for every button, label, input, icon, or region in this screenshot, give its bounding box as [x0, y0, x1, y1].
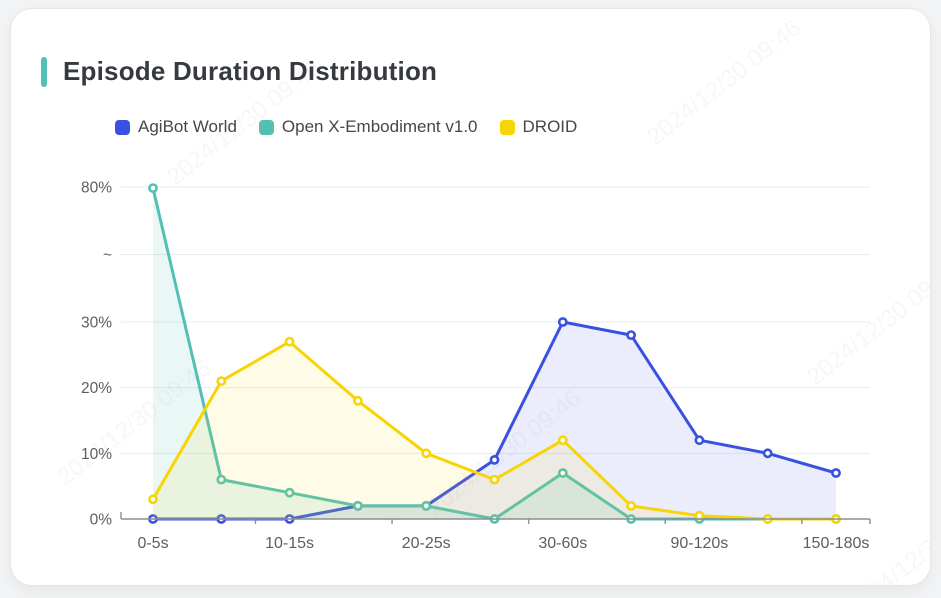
title-row: Episode Duration Distribution	[41, 56, 437, 87]
y-axis-labels: 0% 10% 20% 30% ~80%	[81, 179, 112, 528]
data-point-marker	[216, 376, 227, 386]
data-point-marker	[557, 317, 568, 327]
x-axis-label: 90-120s	[670, 535, 728, 552]
x-axis-label: 150-180s	[803, 535, 870, 552]
y-axis-label: 80%	[81, 179, 112, 196]
x-axis-label: 0-5s	[137, 535, 168, 552]
x-axis-label: 30-60s	[538, 535, 587, 552]
data-point-marker	[694, 435, 705, 446]
legend-item-droid[interactable]: DROID	[499, 117, 578, 137]
data-point-marker	[216, 474, 227, 485]
x-axis	[120, 512, 871, 524]
data-point-marker	[762, 448, 773, 459]
page-title: Episode Duration Distribution	[63, 56, 438, 86]
data-point-marker	[421, 500, 432, 511]
x-axis-label: 20-25s	[402, 535, 451, 552]
legend-label: DROID	[522, 117, 578, 136]
data-point-marker	[489, 474, 500, 485]
legend: AgiBot World Open X-Embodiment v1.0 DROI…	[115, 117, 577, 137]
legend-swatch-icon	[115, 119, 130, 135]
y-axis-label: 30%	[81, 314, 112, 331]
title-accent-bar	[41, 56, 47, 87]
data-point-marker	[694, 510, 705, 521]
data-point-marker	[831, 468, 841, 478]
data-point-marker	[489, 454, 500, 465]
data-point-marker	[626, 330, 636, 340]
data-point-marker	[148, 183, 158, 193]
legend-swatch-icon	[499, 119, 515, 135]
data-point-marker	[557, 435, 568, 446]
data-point-marker	[421, 448, 432, 459]
x-axis-labels: 0-5s 10-15s 20-25s 30-60s 90-120s 150-180s	[137, 535, 869, 552]
legend-item-agibot-world[interactable]: AgiBot World	[115, 117, 237, 137]
data-point-marker	[284, 336, 295, 347]
data-point-marker	[626, 500, 636, 511]
series-area	[153, 188, 836, 519]
data-point-marker	[557, 468, 568, 478]
legend-swatch-icon	[258, 119, 274, 135]
y-axis-label: 0%	[90, 511, 113, 528]
x-axis-label: 10-15s	[265, 535, 314, 552]
data-point-marker	[284, 487, 295, 498]
series-area	[153, 341, 836, 519]
legend-item-open-x-embodiment[interactable]: Open X-Embodiment v1.0	[258, 117, 478, 137]
series-area	[153, 322, 836, 519]
legend-label: AgiBot World	[138, 117, 237, 136]
y-axis-label: 20%	[81, 380, 112, 397]
data-point-marker	[148, 494, 158, 505]
data-point-marker	[352, 500, 363, 511]
gridlines	[121, 186, 870, 454]
y-axis-label: 10%	[81, 446, 112, 463]
legend-label: Open X-Embodiment v1.0	[281, 117, 478, 136]
y-axis-label: ~	[103, 247, 112, 264]
chart-card: 2024/12/30 09:46 2024/12/30 09:46 2024/1…	[10, 8, 931, 586]
data-point-marker	[352, 395, 363, 406]
